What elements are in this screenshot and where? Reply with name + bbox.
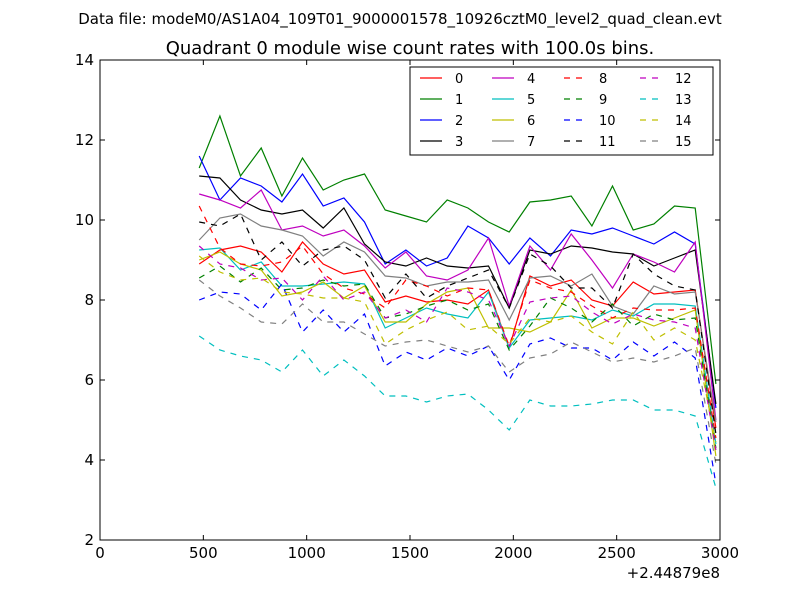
legend-label-5: 5: [527, 93, 535, 108]
series-line-4: [199, 189, 717, 421]
suptitle: Data file: modeM0/AS1A04_109T01_90000015…: [78, 10, 722, 29]
plot-lines: [198, 114, 717, 489]
legend-label-2: 2: [455, 114, 463, 129]
y-tick-label: 2: [84, 531, 94, 549]
series-line-0: [198, 241, 717, 429]
series-line-3: [199, 175, 717, 405]
series-line-13: [198, 335, 717, 489]
series-line-8: [198, 205, 717, 439]
legend-box: [409, 66, 714, 156]
series-line-14: [198, 255, 717, 443]
legend-label-8: 8: [599, 72, 607, 87]
y-tick-label: 10: [75, 211, 94, 229]
legend-label-15: 15: [675, 135, 692, 150]
series-line-10: [198, 282, 717, 485]
series-line-15: [198, 279, 717, 465]
x-tick-label: 0: [95, 544, 105, 562]
x-tick-label: 1500: [391, 544, 429, 562]
x-tick-label: 2500: [598, 544, 636, 562]
legend-label-7: 7: [527, 135, 535, 150]
legend-label-1: 1: [455, 93, 463, 108]
series-line-9: [198, 265, 717, 449]
x-offset-label: +2.44879e8: [627, 564, 720, 582]
y-tick-label: 14: [75, 51, 94, 69]
x-tick-label: 3000: [701, 544, 739, 562]
legend-label-11: 11: [599, 135, 616, 150]
y-tick-label: 8: [84, 291, 94, 309]
chart-title: Quadrant 0 module wise count rates with …: [166, 38, 655, 59]
legend-label-3: 3: [455, 135, 463, 150]
series-line-7: [198, 213, 717, 423]
series-line-11: [199, 213, 717, 435]
legend-label-0: 0: [455, 72, 463, 87]
x-tick-label: 2000: [494, 544, 532, 562]
y-tick-label: 12: [75, 131, 94, 149]
legend-label-4: 4: [527, 72, 535, 87]
y-tick-label: 4: [84, 451, 94, 469]
series-line-2: [198, 155, 717, 409]
legend-label-6: 6: [527, 114, 535, 129]
x-tick-label: 500: [189, 544, 218, 562]
legend-label-13: 13: [675, 93, 692, 108]
series-line-12: [198, 245, 717, 451]
legend-label-9: 9: [599, 93, 607, 108]
y-tick-label: 6: [84, 371, 94, 389]
x-axis: 0 500 1000 1500 2000 2500 3000: [95, 60, 739, 562]
legend-label-10: 10: [599, 114, 616, 129]
legend-label-14: 14: [675, 114, 692, 129]
legend-label-12: 12: [675, 72, 692, 87]
series-line-1: [198, 114, 717, 385]
x-tick-label: 1000: [288, 544, 326, 562]
series-line-5: [199, 247, 717, 445]
